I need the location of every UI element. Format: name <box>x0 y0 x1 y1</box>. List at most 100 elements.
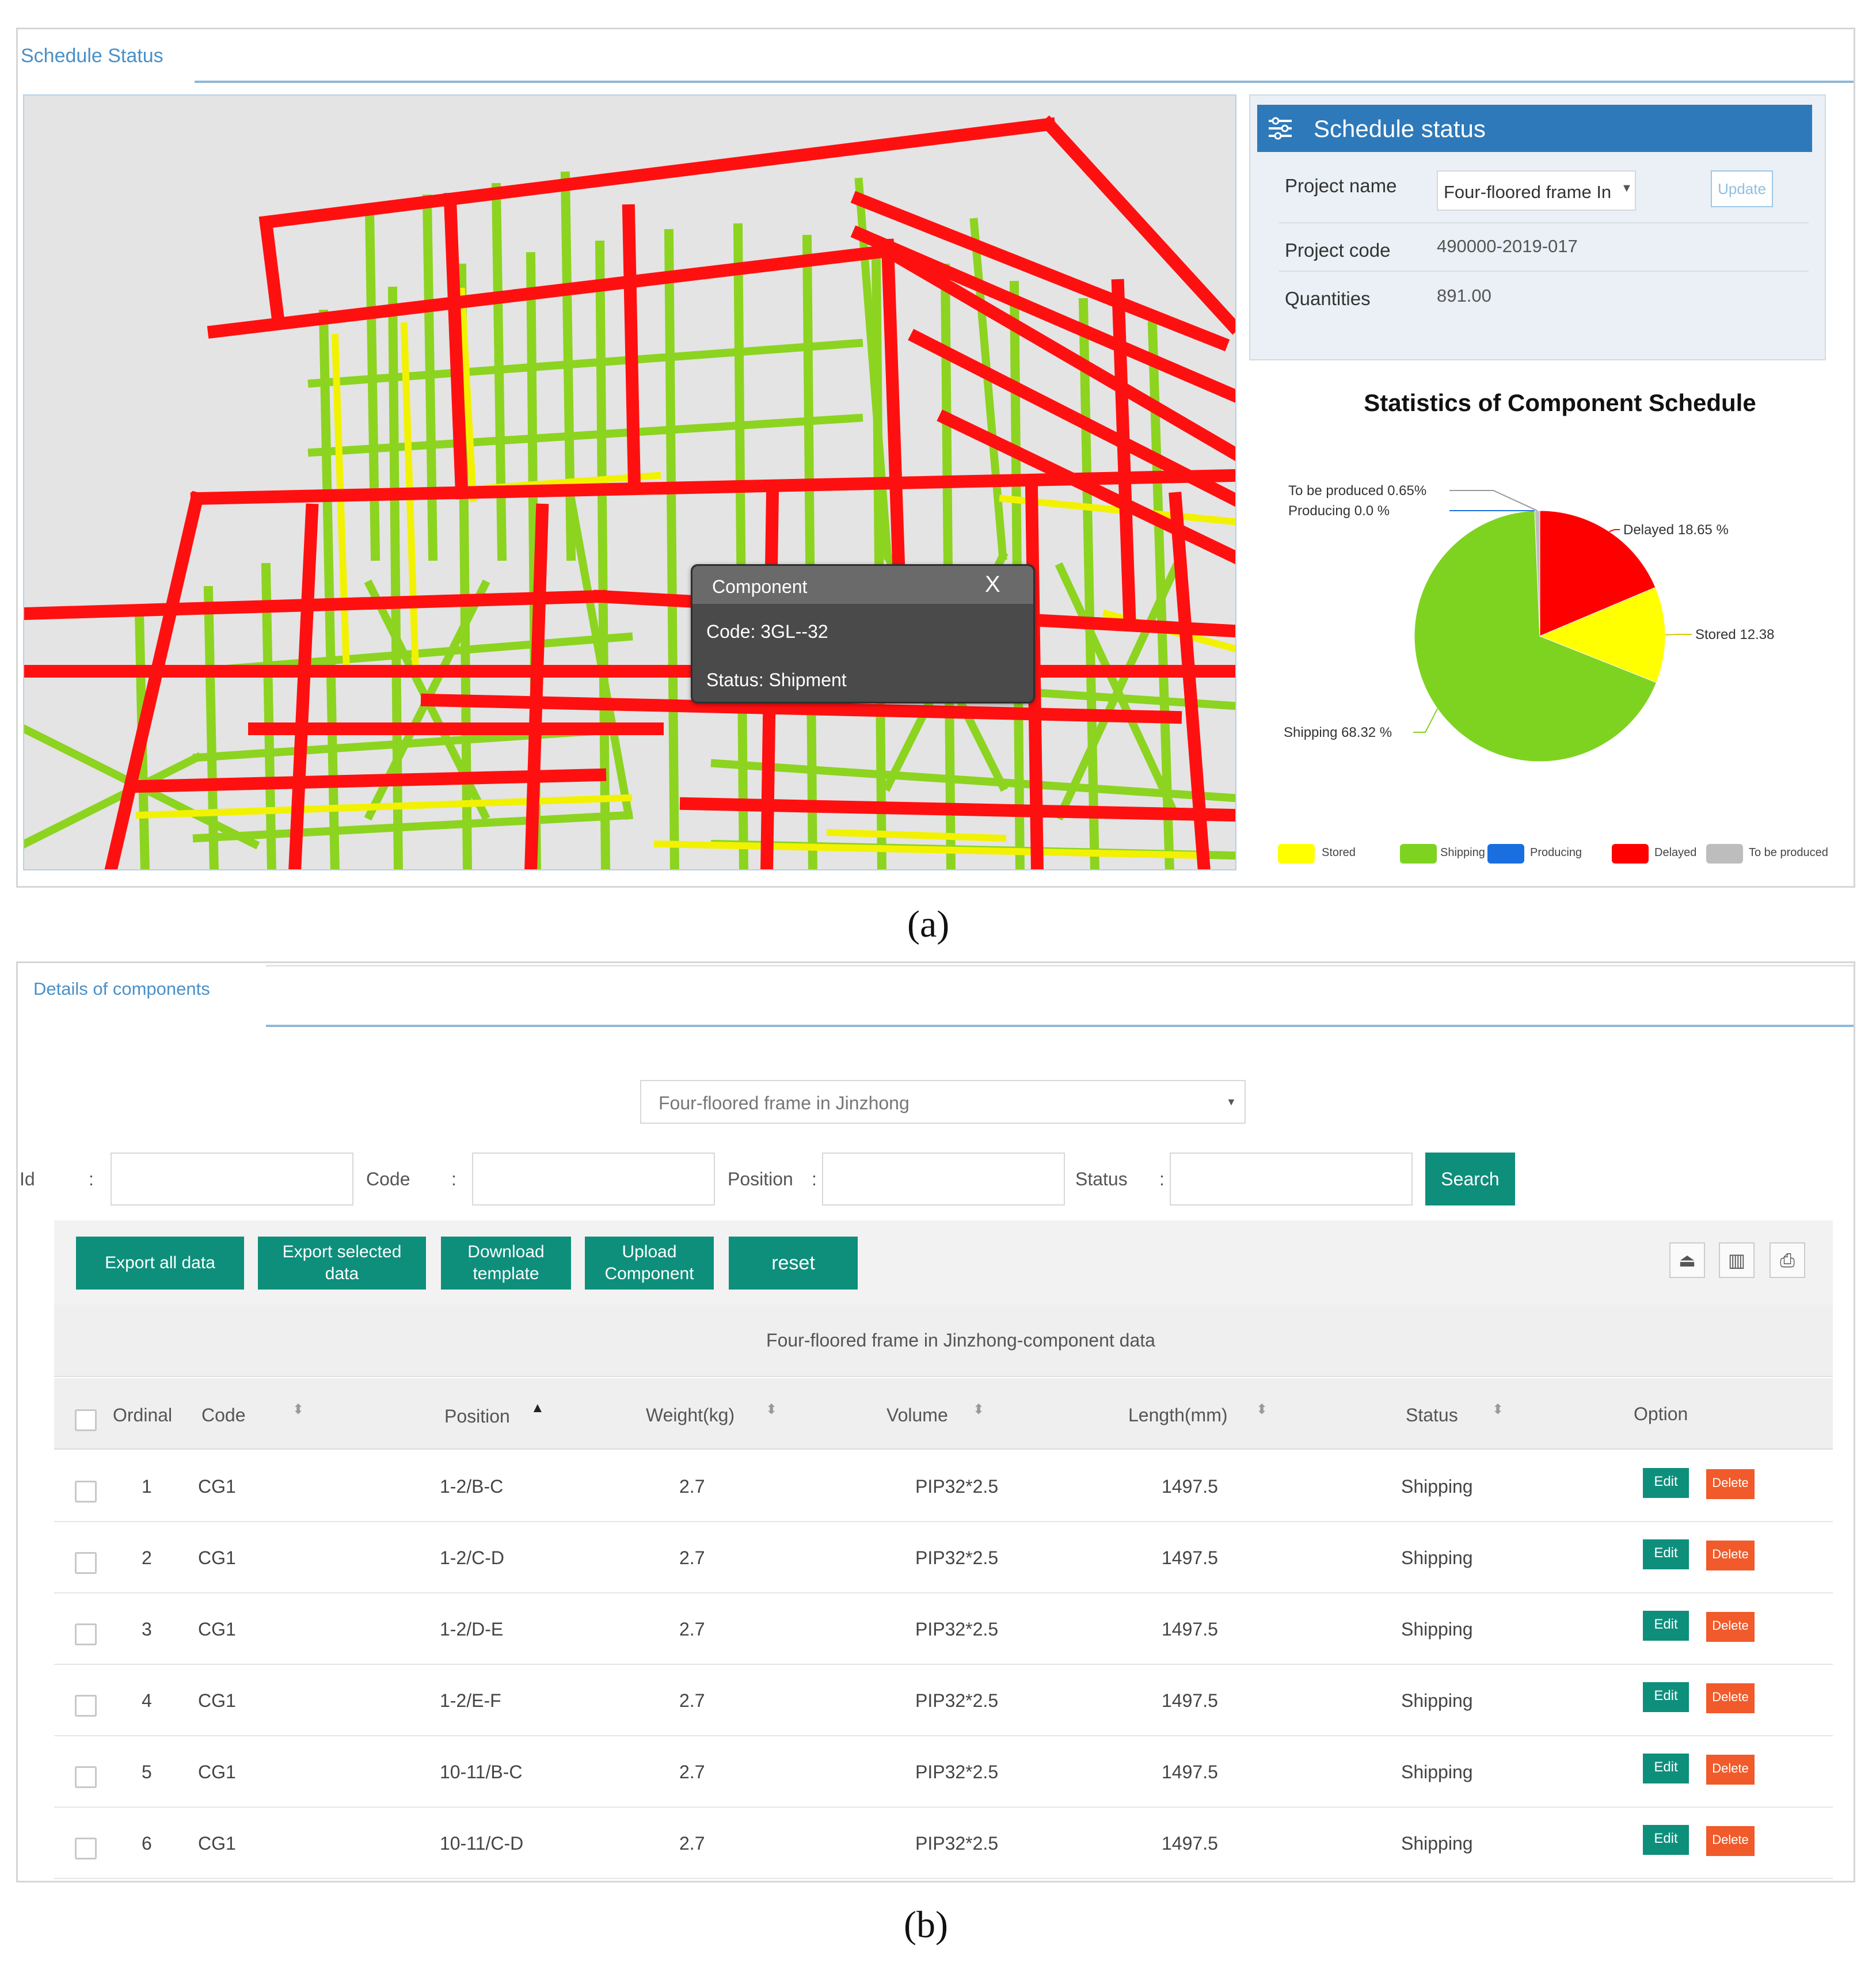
cell-weight: 2.7 <box>679 1476 705 1497</box>
col-status[interactable]: Status <box>1406 1405 1458 1425</box>
caption-b: (b) <box>904 1904 948 1946</box>
cell-status: Shipping <box>1401 1833 1473 1854</box>
col-length[interactable]: Length(mm) <box>1128 1405 1228 1425</box>
sort-icon[interactable]: ⬍ <box>1256 1402 1268 1417</box>
delete-button[interactable]: Delete <box>1706 1826 1755 1856</box>
tooltip-status: Status: Shipment <box>706 670 847 690</box>
edit-button[interactable]: Edit <box>1643 1611 1689 1641</box>
export-selected-button[interactable]: Export selected data <box>258 1237 426 1290</box>
edit-button[interactable]: Edit <box>1643 1539 1689 1569</box>
cell-weight: 2.7 <box>679 1762 705 1782</box>
edit-button[interactable]: Edit <box>1643 1468 1689 1498</box>
sort-icon[interactable]: ⬍ <box>1492 1402 1504 1417</box>
code-input[interactable] <box>472 1153 715 1205</box>
pie-slice-delayed[interactable] <box>1539 510 1656 637</box>
position-input[interactable] <box>822 1153 1065 1205</box>
table-row[interactable]: 5 CG1 10-11/B-C 2.7 PIP32*2.5 1497.5 Shipping E… <box>54 1736 1833 1808</box>
columns-icon[interactable]: ▥ <box>1719 1242 1755 1278</box>
legend-swatch-stored <box>1278 844 1315 864</box>
edit-button[interactable]: Edit <box>1643 1682 1689 1712</box>
position-filter-colon: : <box>812 1169 817 1189</box>
row-checkbox[interactable] <box>75 1838 97 1859</box>
row-checkbox[interactable] <box>75 1766 97 1788</box>
cell-ordinal: 4 <box>142 1690 152 1711</box>
col-code[interactable]: Code <box>201 1405 246 1425</box>
project-name-value: Four-floored frame In <box>1444 182 1612 202</box>
cell-status: Shipping <box>1401 1619 1473 1640</box>
print-icon[interactable]: ⎙ <box>1770 1242 1805 1278</box>
legend-label-shipping: Shipping <box>1440 846 1485 859</box>
delete-button[interactable]: Delete <box>1706 1541 1755 1570</box>
row-checkbox[interactable] <box>75 1695 97 1717</box>
delete-button[interactable]: Delete <box>1706 1755 1755 1785</box>
table-row[interactable]: 3 CG1 1-2/D-E 2.7 PIP32*2.5 1497.5 Shipping Edi… <box>54 1594 1833 1665</box>
tab-bar-bg <box>266 965 1854 1025</box>
sort-icon[interactable]: ⬍ <box>292 1402 305 1417</box>
cell-volume: PIP32*2.5 <box>915 1547 999 1568</box>
table-row[interactable]: 2 CG1 1-2/C-D 2.7 PIP32*2.5 1497.5 Shipping Edi… <box>54 1522 1833 1594</box>
download-template-button[interactable]: Download template <box>441 1237 571 1290</box>
delete-button[interactable]: Delete <box>1706 1612 1755 1642</box>
project-name-label: Project name <box>1285 175 1397 196</box>
cell-length: 1497.5 <box>1162 1476 1218 1497</box>
3d-model-viewer[interactable] <box>23 94 1236 870</box>
tab-schedule-status[interactable]: Schedule Status <box>21 45 163 67</box>
update-button[interactable]: Update <box>1711 170 1773 207</box>
sort-icon[interactable]: ⬍ <box>973 1402 985 1417</box>
col-volume[interactable]: Volume <box>886 1405 948 1425</box>
row-checkbox[interactable] <box>75 1623 97 1645</box>
pie-leader-line <box>1665 634 1692 636</box>
cell-ordinal: 1 <box>142 1476 152 1497</box>
reset-button[interactable]: reset <box>729 1237 858 1290</box>
cell-position: 10-11/B-C <box>440 1762 523 1782</box>
col-weight[interactable]: Weight(kg) <box>646 1405 735 1425</box>
upload-component-button[interactable]: Upload Component <box>585 1237 714 1290</box>
search-button[interactable]: Search <box>1425 1153 1515 1205</box>
delete-button[interactable]: Delete <box>1706 1683 1755 1713</box>
col-position[interactable]: Position <box>444 1406 510 1427</box>
legend-label-producing: Producing <box>1530 846 1582 859</box>
pie-label-to-be-produced: To be produced 0.65% <box>1288 483 1426 499</box>
project-select[interactable]: Four-floored frame in Jinzhong ▼ <box>640 1080 1246 1124</box>
pie-slice-shipping[interactable] <box>1414 510 1657 762</box>
divider <box>1279 271 1809 272</box>
quantities-value: 891.00 <box>1437 286 1491 306</box>
table-row[interactable]: 6 CG1 10-11/C-D 2.7 PIP32*2.5 1497.5 Shipping E… <box>54 1808 1833 1879</box>
table-row[interactable]: 1 CG1 1-2/B-C 2.7 PIP32*2.5 1497.5 Shipping Edi… <box>54 1451 1833 1522</box>
edit-button[interactable]: Edit <box>1643 1825 1689 1855</box>
export-all-button[interactable]: Export all data <box>76 1237 244 1290</box>
sliders-icon <box>1268 116 1293 140</box>
select-all-checkbox[interactable] <box>75 1409 97 1431</box>
legend-label-to-be-produced: To be produced <box>1749 846 1828 859</box>
export-icon[interactable]: ⏏ <box>1669 1242 1705 1278</box>
table-header: Ordinal Code ⬍ Position ▲ Weight(kg) ⬍ V… <box>54 1378 1833 1450</box>
cell-volume: PIP32*2.5 <box>915 1619 999 1640</box>
cell-position: 10-11/C-D <box>440 1833 524 1854</box>
pie-chart: Delayed 18.65 % Stored 12.38 Shipping 68.3… <box>1284 483 1774 762</box>
legend-swatch-delayed <box>1612 844 1649 864</box>
quantities-label: Quantities <box>1285 288 1371 309</box>
tooltip-code: Code: 3GL--32 <box>706 621 828 642</box>
tab-details-of-components[interactable]: Details of components <box>33 979 210 999</box>
id-input[interactable] <box>111 1153 353 1205</box>
row-checkbox[interactable] <box>75 1481 97 1503</box>
cell-code: CG1 <box>198 1476 236 1497</box>
table-row[interactable]: 4 CG1 1-2/E-F 2.7 PIP32*2.5 1497.5 Shipping Edi… <box>54 1665 1833 1736</box>
cell-volume: PIP32*2.5 <box>915 1476 999 1497</box>
cell-ordinal: 2 <box>142 1547 152 1568</box>
status-filter-colon: : <box>1159 1169 1165 1189</box>
delete-button[interactable]: Delete <box>1706 1469 1755 1499</box>
close-icon[interactable]: X <box>985 572 1000 597</box>
cell-position: 1-2/C-D <box>440 1547 505 1568</box>
sort-asc-icon[interactable]: ▲ <box>531 1400 545 1416</box>
cell-weight: 2.7 <box>679 1833 705 1854</box>
sort-icon[interactable]: ⬍ <box>766 1402 778 1417</box>
row-checkbox[interactable] <box>75 1552 97 1574</box>
cell-volume: PIP32*2.5 <box>915 1833 999 1854</box>
cell-ordinal: 5 <box>142 1762 152 1782</box>
project-name-select[interactable]: Four-floored frame In ▼ <box>1437 170 1636 211</box>
edit-button[interactable]: Edit <box>1643 1754 1689 1783</box>
cell-position: 1-2/D-E <box>440 1619 504 1640</box>
status-input[interactable] <box>1170 1153 1413 1205</box>
cell-position: 1-2/B-C <box>440 1476 504 1497</box>
